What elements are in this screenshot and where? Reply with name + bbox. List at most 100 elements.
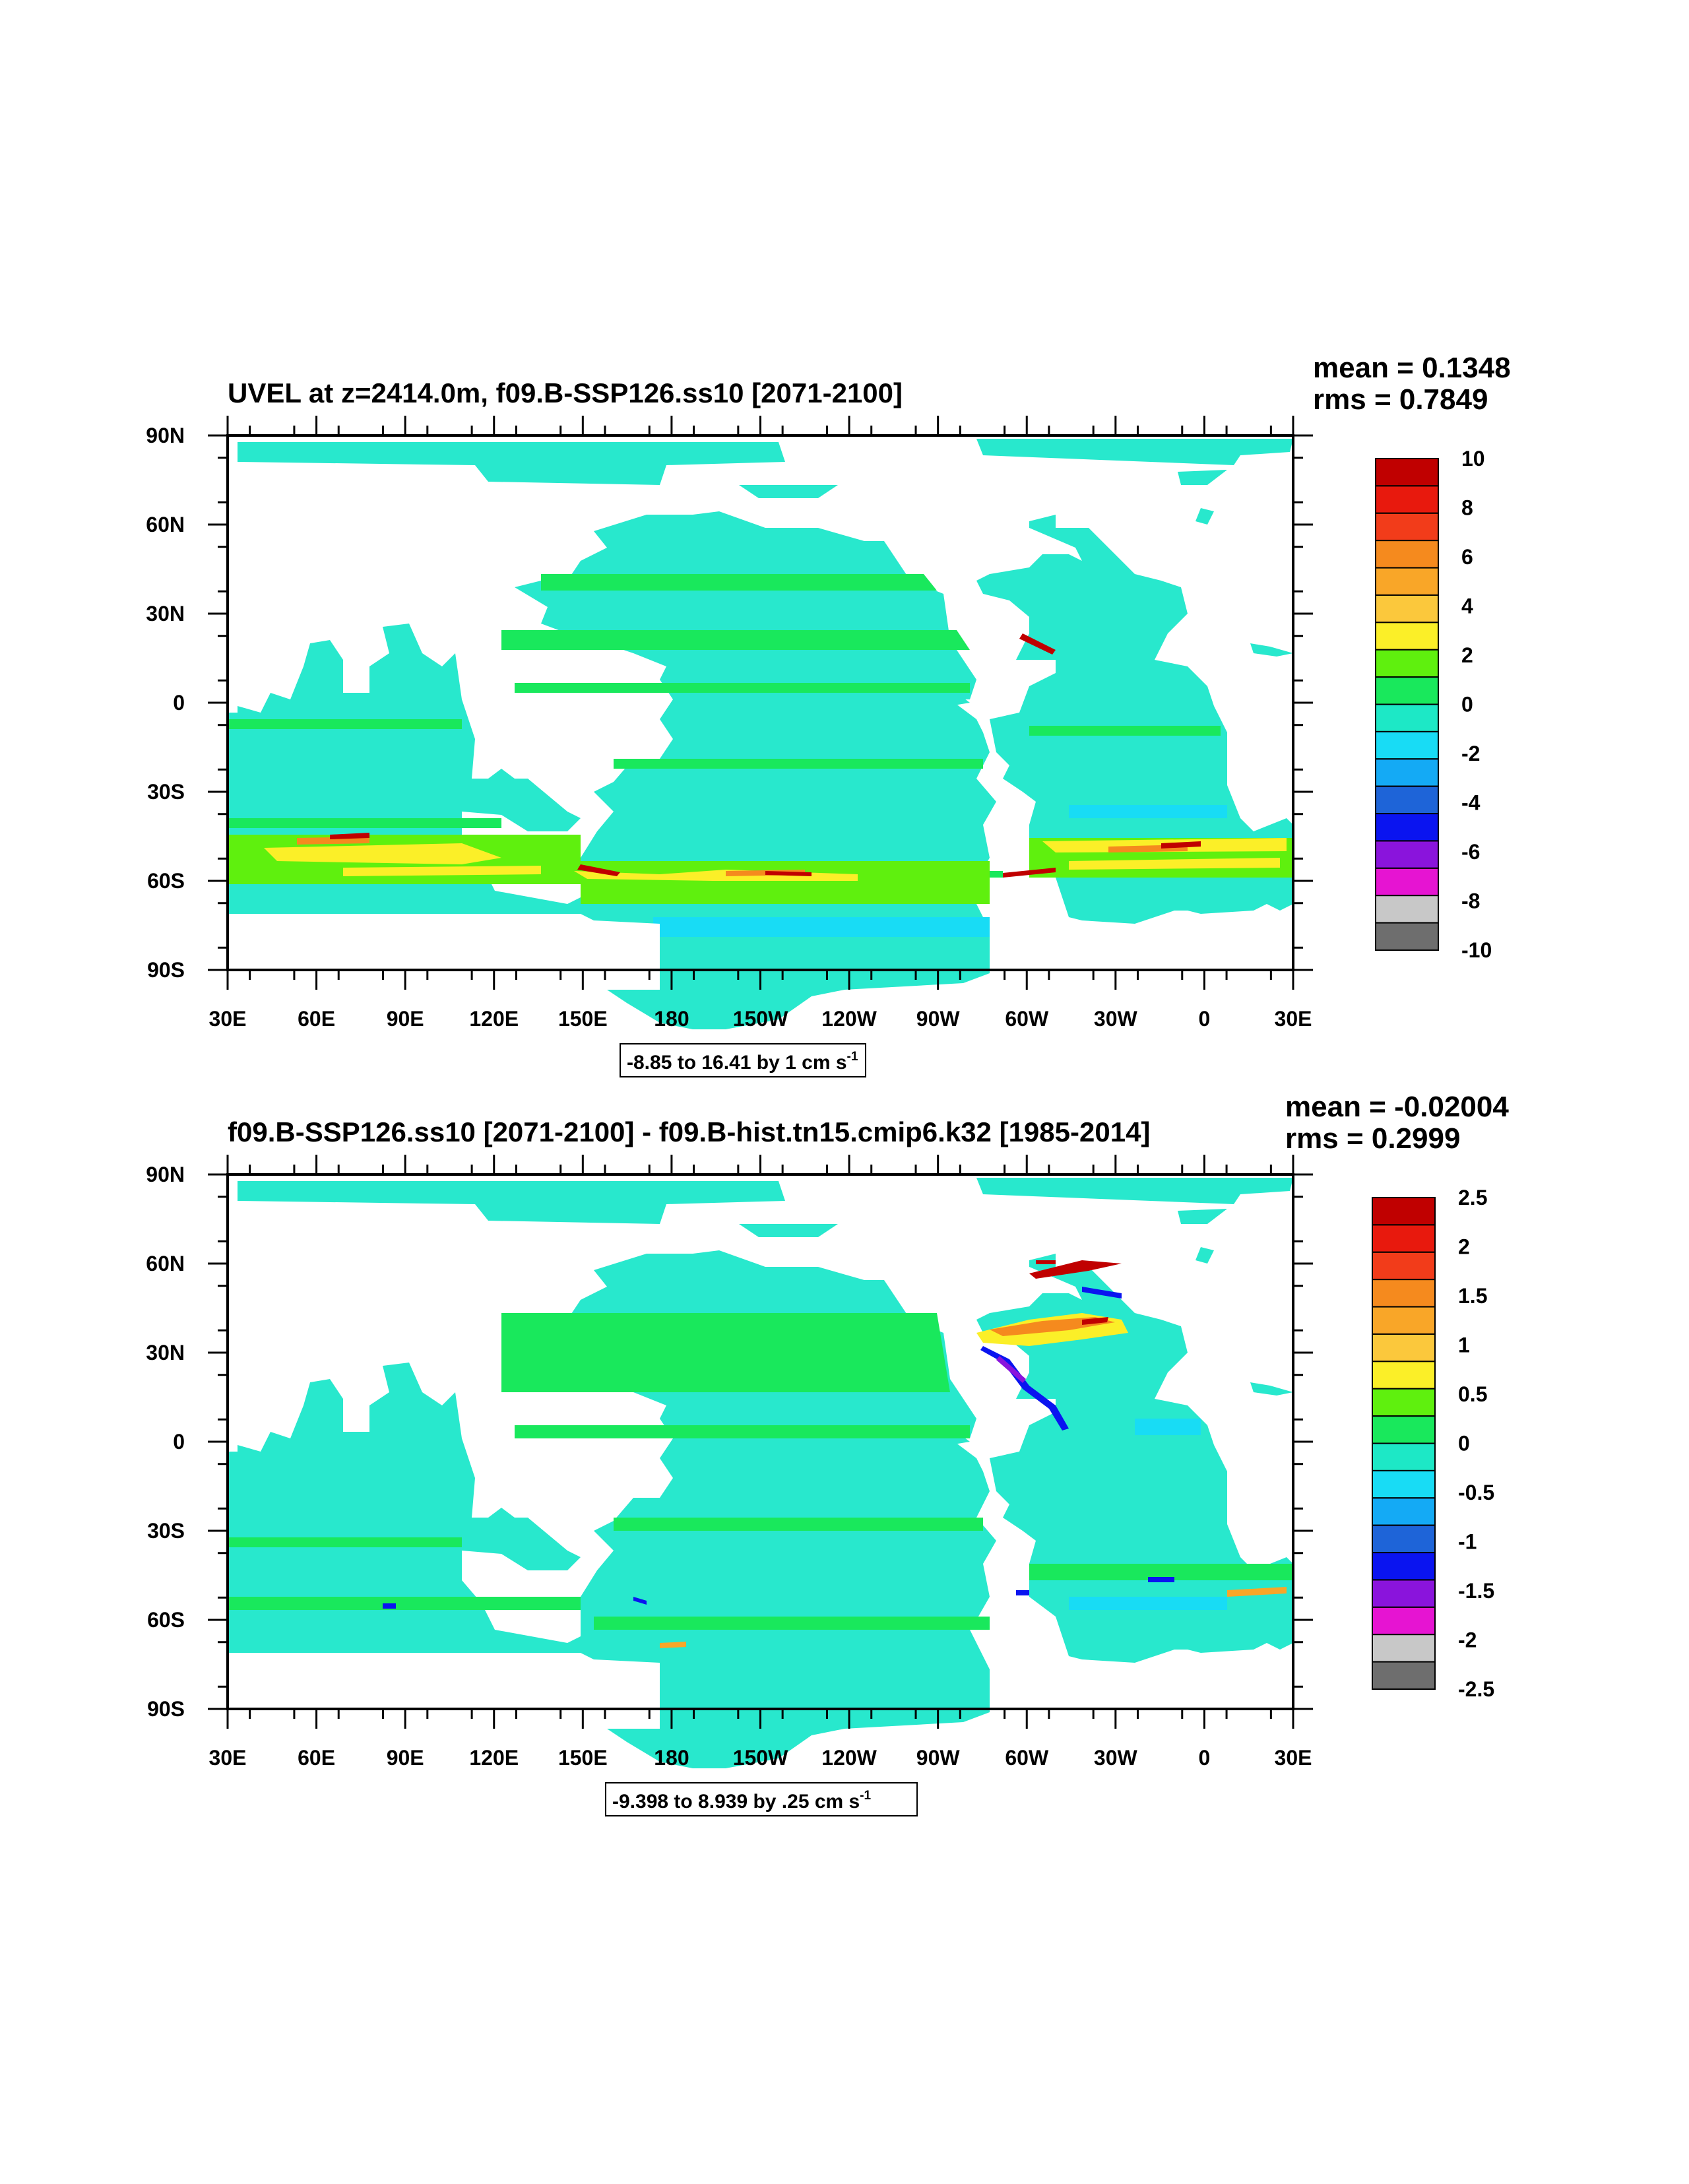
colorbar-box [1375, 785, 1439, 815]
lon-label: 120W [821, 1007, 877, 1031]
lon-label: 60E [298, 1746, 335, 1770]
top-range-text: -8.85 to 16.41 by 1 cm s [627, 1052, 847, 1074]
lat-label: 90N [146, 424, 185, 447]
colorbar-box [1372, 1552, 1436, 1581]
lat-label: 90N [146, 1163, 185, 1186]
lat-label: 60S [147, 1608, 185, 1632]
colorbar-box [1372, 1361, 1436, 1390]
top-lat-labels: 90N 60N 30N 0 30S 60S 90S [146, 424, 185, 982]
colorbar-label: 4 [1461, 594, 1473, 618]
lat-label: 60N [146, 513, 185, 536]
lat-label: 60N [146, 1252, 185, 1275]
colorbar-label: 0.5 [1458, 1382, 1487, 1406]
top-frame [208, 416, 1313, 990]
colorbar-box [1372, 1579, 1436, 1608]
lon-label: 90W [916, 1746, 961, 1770]
colorbar-box [1375, 730, 1439, 760]
colorbar-box [1375, 922, 1439, 951]
lon-label: 30E [1275, 1007, 1312, 1031]
bottom-colorbar-labels: 2.5 2 1.5 1 0.5 0 -0.5 -1 -1.5 -2 -2.5 [1458, 1186, 1494, 1701]
lon-label: 0 [1199, 1007, 1211, 1031]
lon-label: 120E [469, 1746, 519, 1770]
lat-label: 30S [147, 1519, 185, 1543]
colorbar-label: -2 [1458, 1628, 1477, 1652]
colorbar-label: 2 [1461, 643, 1473, 667]
lon-label: 60W [1005, 1007, 1049, 1031]
colorbar-box [1372, 1661, 1436, 1690]
colorbar-label: -2.5 [1458, 1677, 1494, 1701]
lon-label: 90E [387, 1007, 424, 1031]
colorbar-box [1372, 1197, 1436, 1226]
colorbar-box [1372, 1497, 1436, 1526]
top-rms: rms = 0.7849 [1313, 383, 1488, 416]
top-title: UVEL at z=2414.0m, f09.B-SSP126.ss10 [20… [228, 377, 903, 408]
colorbar-label: 10 [1461, 447, 1485, 470]
colorbar-label: 2.5 [1458, 1186, 1487, 1209]
lon-label: 150W [733, 1007, 788, 1031]
colorbar-label: -8 [1461, 889, 1480, 913]
bottom-frame [208, 1155, 1313, 1729]
colorbar-box [1375, 758, 1439, 787]
lon-label: 30W [1094, 1007, 1138, 1031]
lon-label: 60W [1005, 1746, 1049, 1770]
lat-label: 30N [146, 602, 185, 626]
colorbar-box [1375, 594, 1439, 624]
colorbar-box [1372, 1415, 1436, 1444]
colorbar-box [1372, 1333, 1436, 1363]
colorbar-label: 1 [1458, 1333, 1470, 1357]
colorbar-box [1372, 1224, 1436, 1253]
colorbar-box [1375, 567, 1439, 596]
colorbar-label: -1.5 [1458, 1579, 1494, 1603]
colorbar-label: 0 [1461, 693, 1473, 717]
bottom-title: f09.B-SSP126.ss10 [2071-2100] - f09.B-hi… [228, 1116, 1150, 1147]
lon-label: 180 [654, 1007, 689, 1031]
colorbar-box [1375, 703, 1439, 732]
lon-label: 30E [209, 1746, 247, 1770]
lon-label: 0 [1199, 1746, 1211, 1770]
top-range-sup: -1 [847, 1050, 858, 1064]
lon-label: 180 [654, 1746, 689, 1770]
lat-label: 0 [173, 691, 185, 715]
top-map [228, 439, 1293, 1056]
lon-label: 90E [387, 1746, 424, 1770]
lat-label: 30S [147, 780, 185, 804]
bottom-rms: rms = 0.2999 [1285, 1122, 1460, 1155]
lon-label: 120W [821, 1746, 877, 1770]
lon-label: 150E [558, 1746, 608, 1770]
top-colorbar [1375, 458, 1439, 951]
colorbar-box [1375, 622, 1439, 651]
svg-text:-8.85 to 16.41 by 1 cm s-1: -8.85 to 16.41 by 1 cm s-1 [627, 1050, 858, 1074]
top-mean: mean = 0.1348 [1313, 352, 1511, 384]
colorbar-box [1372, 1442, 1436, 1471]
lat-label: 30N [146, 1341, 185, 1365]
colorbar-label: -2 [1461, 742, 1480, 765]
bottom-map [228, 1178, 1293, 1795]
colorbar-box [1372, 1606, 1436, 1636]
bottom-colorbar [1372, 1197, 1436, 1690]
colorbar-box [1375, 676, 1439, 705]
colorbar-box [1372, 1524, 1436, 1554]
lon-label: 60E [298, 1007, 335, 1031]
lon-label: 150W [733, 1746, 788, 1770]
bottom-range-sup: -1 [860, 1789, 871, 1803]
colorbar-label: 6 [1461, 545, 1473, 569]
top-colorbar-labels: 10 8 6 4 2 0 -2 -4 -6 -8 -10 [1461, 447, 1492, 962]
colorbar-box [1372, 1251, 1436, 1281]
lat-label: 90S [147, 1697, 185, 1721]
lon-label: 30E [209, 1007, 247, 1031]
colorbar-box [1372, 1306, 1436, 1335]
bottom-lon-labels: 30E 60E 90E 120E 150E 180 150W 120W 90W 60W 30W 0 30… [209, 1746, 1312, 1770]
colorbar-box [1372, 1469, 1436, 1499]
panel-top: UVEL at z=2414.0m, f09.B-SSP126.ss10 [20… [146, 352, 1511, 1077]
colorbar-box [1372, 1634, 1436, 1663]
lon-label: 120E [469, 1007, 519, 1031]
lat-label: 90S [147, 958, 185, 982]
colorbar-label: -6 [1461, 840, 1480, 864]
lon-label: 150E [558, 1007, 608, 1031]
bottom-mean: mean = -0.02004 [1285, 1091, 1509, 1123]
colorbar-box [1375, 895, 1439, 924]
colorbar-box [1372, 1388, 1436, 1417]
colorbar-label: -0.5 [1458, 1481, 1494, 1504]
colorbar-box [1375, 649, 1439, 678]
